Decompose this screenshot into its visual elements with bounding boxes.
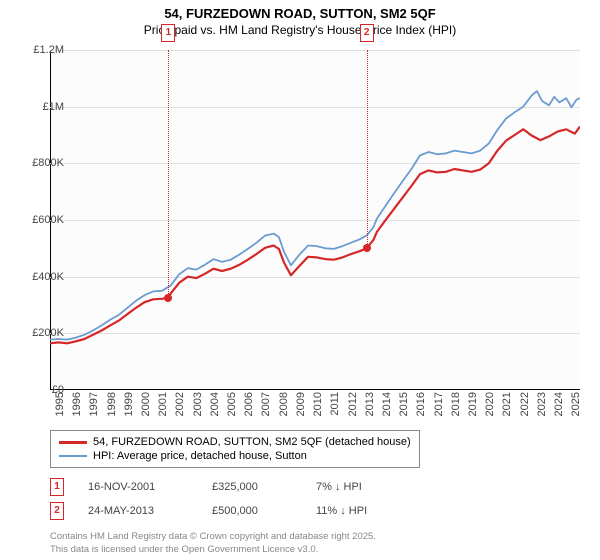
- x-axis-label: 2013: [364, 392, 376, 416]
- x-axis-label: 2014: [381, 392, 393, 416]
- series-line: [50, 127, 580, 344]
- transaction-pct: 7% ↓ HPI: [316, 481, 406, 493]
- marker-badge: 2: [360, 24, 374, 42]
- chart-plot-area: 12 1995199619971998199920002001200220032…: [50, 50, 580, 390]
- x-axis-label: 2020: [484, 392, 496, 416]
- transaction-date: 16-NOV-2001: [88, 481, 188, 493]
- y-axis-label: £800K: [32, 157, 64, 169]
- y-axis-label: £200K: [32, 327, 64, 339]
- x-axis-label: 2022: [519, 392, 531, 416]
- series-line: [50, 91, 580, 340]
- marker-dot: [164, 294, 172, 302]
- x-axis-label: 2004: [209, 392, 221, 416]
- x-axis-label: 2017: [433, 392, 445, 416]
- x-axis-label: 2006: [243, 392, 255, 416]
- x-axis-label: 2019: [467, 392, 479, 416]
- y-axis-label: £600K: [32, 214, 64, 226]
- marker-line: [168, 50, 169, 298]
- transaction-row: 1 16-NOV-2001 £325,000 7% ↓ HPI: [50, 475, 406, 499]
- x-axis-label: 2018: [450, 392, 462, 416]
- legend-swatch: [59, 455, 87, 457]
- x-axis-label: 2025: [570, 392, 582, 416]
- transaction-row: 2 24-MAY-2013 £500,000 11% ↓ HPI: [50, 499, 406, 523]
- marker-dot: [363, 244, 371, 252]
- transaction-date: 24-MAY-2013: [88, 505, 188, 517]
- x-axis-label: 2021: [501, 392, 513, 416]
- y-axis-label: £0: [52, 384, 64, 396]
- transaction-pct: 11% ↓ HPI: [316, 505, 406, 517]
- legend-box: 54, FURZEDOWN ROAD, SUTTON, SM2 5QF (det…: [50, 430, 420, 468]
- x-axis-label: 2012: [347, 392, 359, 416]
- x-axis-label: 1999: [123, 392, 135, 416]
- x-axis-label: 2008: [278, 392, 290, 416]
- legend-row: 54, FURZEDOWN ROAD, SUTTON, SM2 5QF (det…: [59, 435, 411, 449]
- x-axis-label: 2001: [157, 392, 169, 416]
- transaction-badge: 2: [50, 502, 64, 520]
- y-axis-label: £1M: [43, 101, 64, 113]
- x-axis-label: 2011: [329, 392, 341, 416]
- x-axis-label: 1997: [88, 392, 100, 416]
- x-axis-label: 1998: [106, 392, 118, 416]
- marker-line: [367, 50, 368, 248]
- transaction-badge: 1: [50, 478, 64, 496]
- legend-row: HPI: Average price, detached house, Sutt…: [59, 449, 411, 463]
- x-axis-label: 2005: [226, 392, 238, 416]
- y-axis-label: £400K: [32, 271, 64, 283]
- chart-title: 54, FURZEDOWN ROAD, SUTTON, SM2 5QF: [0, 0, 600, 21]
- legend-label: HPI: Average price, detached house, Sutt…: [93, 450, 307, 462]
- marker-badge: 1: [161, 24, 175, 42]
- chart-container: 54, FURZEDOWN ROAD, SUTTON, SM2 5QF Pric…: [0, 0, 600, 560]
- chart-subtitle: Price paid vs. HM Land Registry's House …: [0, 21, 600, 37]
- line-series-svg: [50, 50, 580, 390]
- x-axis-label: 2023: [536, 392, 548, 416]
- x-axis-label: 2000: [140, 392, 152, 416]
- x-axis-label: 2015: [398, 392, 410, 416]
- x-axis-label: 2003: [192, 392, 204, 416]
- legend-swatch: [59, 441, 87, 444]
- transaction-price: £325,000: [212, 481, 292, 493]
- footer-line-2: This data is licensed under the Open Gov…: [50, 544, 376, 556]
- y-axis-label: £1.2M: [33, 44, 64, 56]
- x-axis-label: 2007: [260, 392, 272, 416]
- x-axis-label: 2016: [415, 392, 427, 416]
- transaction-table: 1 16-NOV-2001 £325,000 7% ↓ HPI 2 24-MAY-2013…: [50, 475, 406, 523]
- x-axis-label: 2009: [295, 392, 307, 416]
- x-axis-label: 2010: [312, 392, 324, 416]
- x-axis-label: 2002: [174, 392, 186, 416]
- footer-line-1: Contains HM Land Registry data © Crown c…: [50, 531, 376, 543]
- footer-attribution: Contains HM Land Registry data © Crown c…: [50, 531, 376, 556]
- transaction-price: £500,000: [212, 505, 292, 517]
- x-axis-label: 1996: [71, 392, 83, 416]
- legend-label: 54, FURZEDOWN ROAD, SUTTON, SM2 5QF (det…: [93, 436, 411, 448]
- x-axis-label: 2024: [553, 392, 565, 416]
